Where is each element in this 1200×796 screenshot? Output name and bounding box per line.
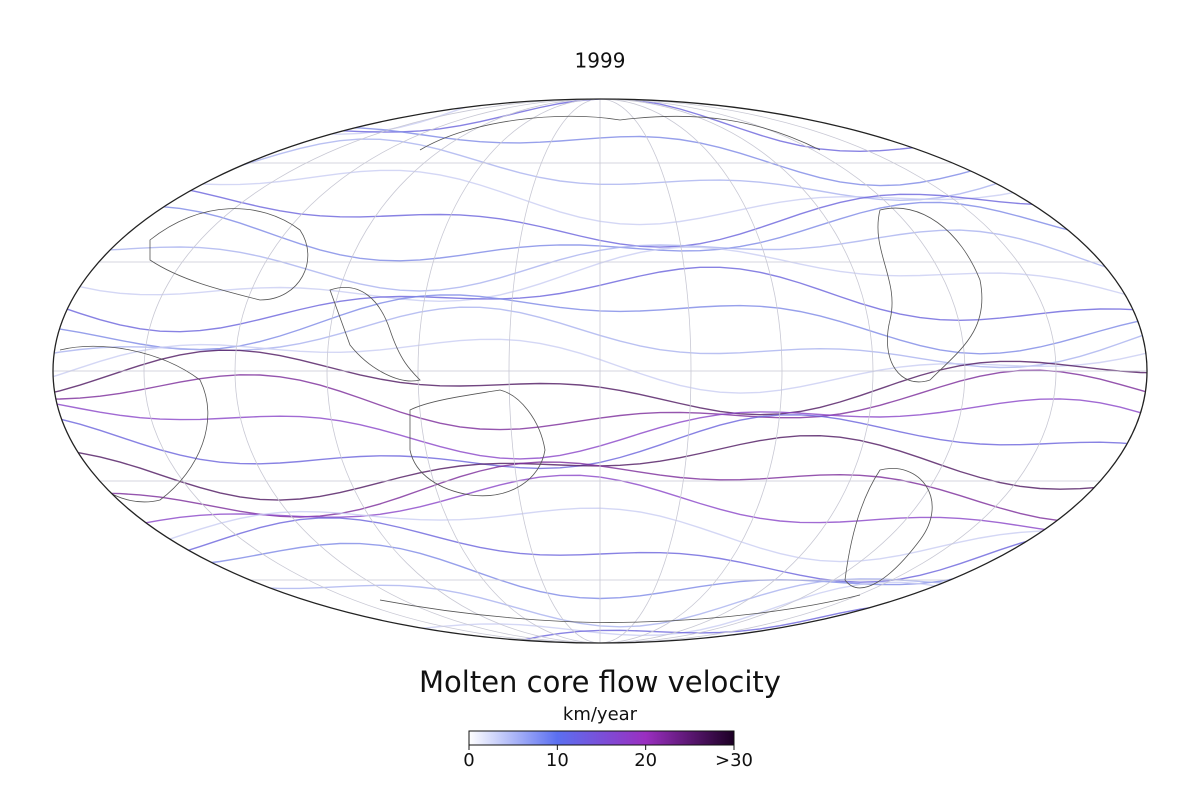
colorbar-ticks: 0 10 20 >30 xyxy=(463,745,753,771)
flow-line xyxy=(53,434,1147,501)
flow-line xyxy=(53,266,1147,333)
globe xyxy=(53,99,1147,643)
colorbar-tick-label: 10 xyxy=(546,750,569,771)
flow-line xyxy=(53,201,1147,262)
colorbar-tick-label: >30 xyxy=(715,750,753,771)
flow-line xyxy=(53,246,1147,304)
map-title: 1999 xyxy=(575,49,626,73)
flow-line xyxy=(53,461,1147,523)
coastlines xyxy=(59,115,983,623)
flow-line xyxy=(53,474,1147,539)
colorbar-tick-label: 0 xyxy=(463,750,474,771)
globe-outline xyxy=(52,98,1148,644)
flow-line xyxy=(53,507,1147,564)
flow-line xyxy=(53,349,1147,416)
flow-line xyxy=(53,294,1147,355)
flow-line xyxy=(53,181,1147,248)
colorbar xyxy=(468,730,735,746)
flow-lines xyxy=(53,99,1147,643)
colorbar-title: Molten core flow velocity xyxy=(419,665,781,699)
flow-line xyxy=(53,306,1147,369)
flow-line xyxy=(53,369,1147,431)
flow-line xyxy=(53,398,1147,460)
flow-line xyxy=(53,229,1147,292)
colorbar-tick-label: 20 xyxy=(634,750,657,771)
colorbar-unit: km/year xyxy=(563,704,638,725)
flow-line xyxy=(53,517,1147,583)
